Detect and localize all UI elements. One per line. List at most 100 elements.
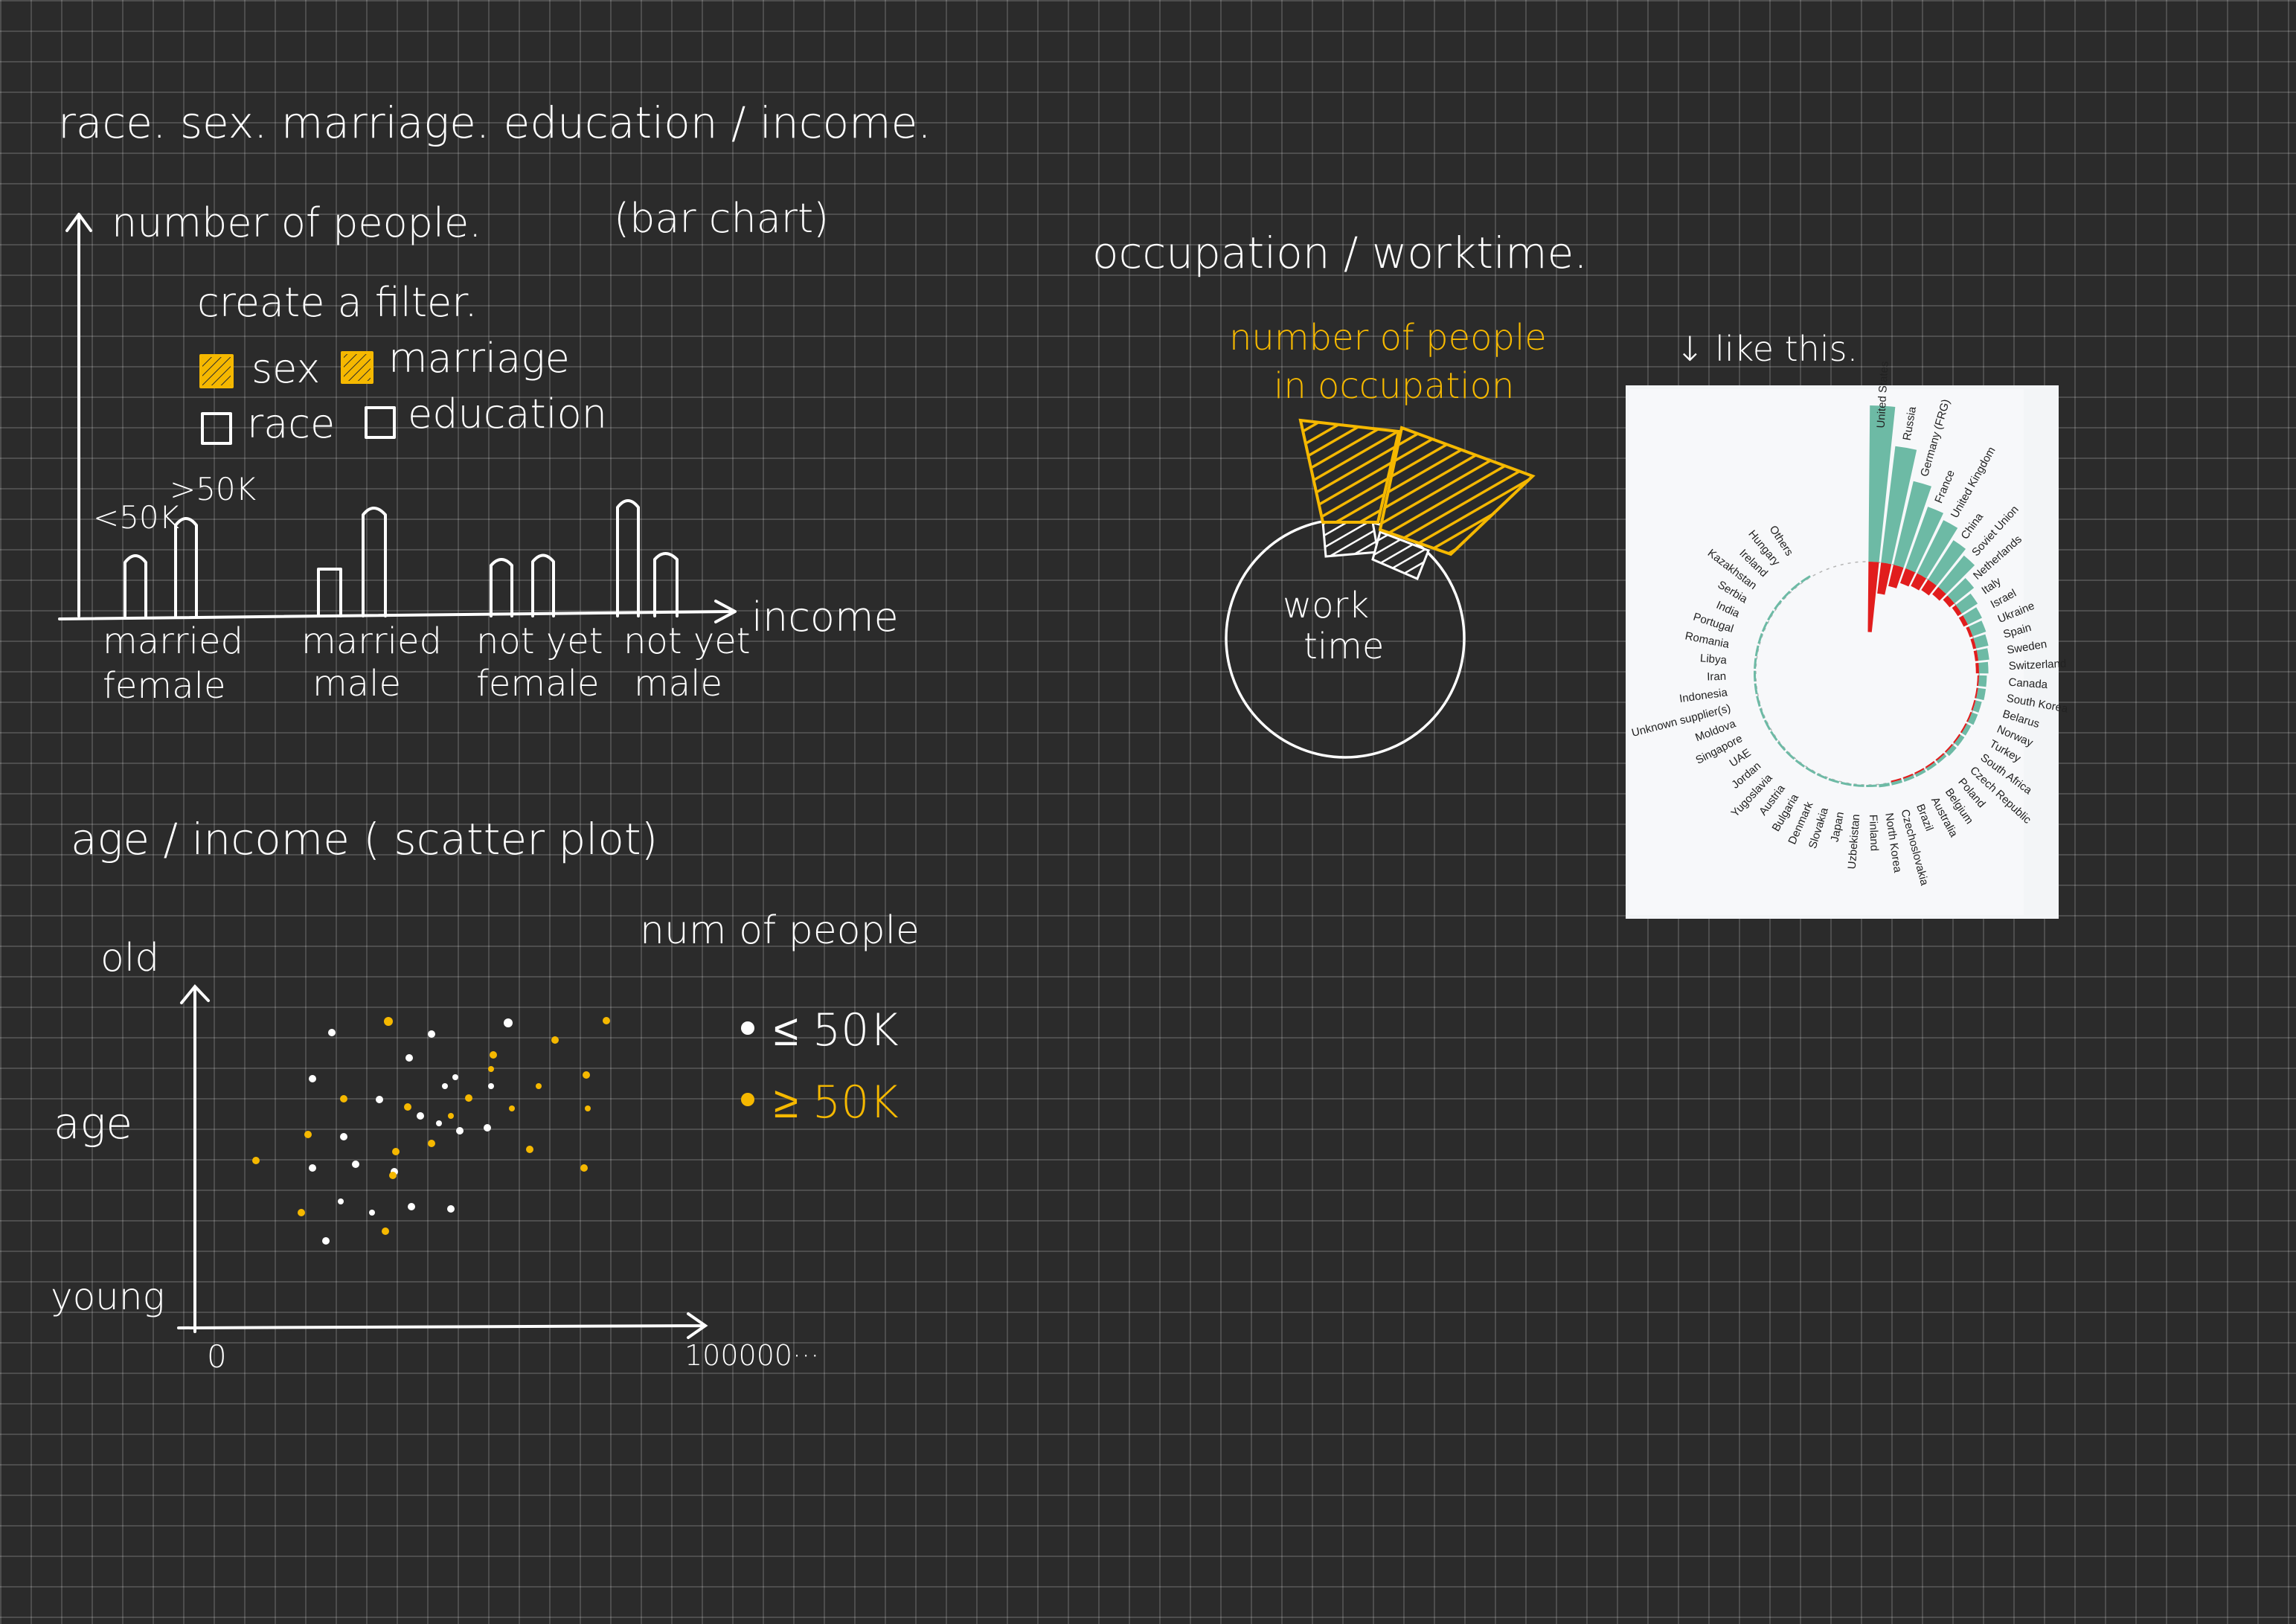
radial-bar-negative xyxy=(1943,595,1955,608)
radial-bar xyxy=(1881,446,1917,565)
filter-race[interactable]: race xyxy=(201,400,335,447)
radial-bar xyxy=(1767,610,1775,621)
worktime-label-1: work xyxy=(1283,585,1369,626)
filter-sex[interactable]: sex xyxy=(199,345,320,392)
filter-race-checkbox[interactable] xyxy=(201,412,232,445)
filter-education-label: education xyxy=(408,391,607,437)
radial-bar xyxy=(1781,590,1791,600)
radial-bar-negative xyxy=(1975,662,1980,674)
radial-bar xyxy=(1786,751,1795,760)
scatter-points-yellow xyxy=(252,1017,610,1235)
filter-sex-checkbox[interactable] xyxy=(199,354,234,388)
radial-bar xyxy=(1777,741,1786,751)
radial-bar-negative xyxy=(1902,773,1914,780)
group-label-notyet-male-1: not yet xyxy=(623,620,751,662)
radial-bar xyxy=(1903,774,1915,783)
bar-chart-x-axis xyxy=(58,600,737,623)
bar-notyet-female-high xyxy=(531,553,555,617)
filter-marriage[interactable]: marriage xyxy=(341,335,570,384)
radial-bar xyxy=(1879,783,1891,788)
radial-bar xyxy=(1905,507,1944,573)
scatter-legend-low-label: ≤ 50K xyxy=(774,1004,899,1056)
radial-bar-negative xyxy=(1899,568,1916,587)
bar-chart-y-label: number of people. xyxy=(112,199,481,246)
filter-sex-label: sex xyxy=(251,345,320,392)
radial-bar xyxy=(1936,754,1947,764)
radial-bar xyxy=(1757,633,1763,644)
radial-bar xyxy=(1972,700,1982,713)
radial-bar-negative xyxy=(1914,768,1925,774)
scatter-x-end: 100000··· xyxy=(684,1339,819,1372)
radial-bar xyxy=(1917,520,1958,579)
scatter-legend-high-dot xyxy=(741,1093,754,1106)
section1-title: race. sex. marriage. education / income. xyxy=(58,97,931,148)
radial-label: Uzbekistan xyxy=(1846,814,1863,870)
filter-marriage-checkbox[interactable] xyxy=(341,351,373,384)
radial-bar xyxy=(1816,773,1827,780)
radial-bar xyxy=(1976,687,1986,701)
section3-title: occupation / worktime. xyxy=(1092,228,1588,278)
scatter-legend-high-label: ≥ 50K xyxy=(774,1076,899,1129)
scatter-x-axis xyxy=(177,1312,708,1339)
scatter-legend-title: num of people xyxy=(640,908,920,953)
radial-bar xyxy=(1967,712,1978,725)
occupation-sketch: occupation / worktime. number of people … xyxy=(1092,228,1858,759)
radial-bar xyxy=(1756,696,1761,707)
radial-bar-negative xyxy=(1911,573,1927,591)
group-label-married-male-2: male xyxy=(312,663,401,705)
radial-label: United States xyxy=(1875,361,1891,429)
radial-bar xyxy=(1946,745,1957,757)
radial-bar-negative xyxy=(1877,562,1892,595)
occupation-wedge-1 xyxy=(1298,418,1401,524)
radial-bar-negative xyxy=(1888,565,1904,588)
worktime-segment-1 xyxy=(1321,521,1379,558)
radial-bar-negative xyxy=(1932,586,1946,601)
radial-label: Libya xyxy=(1699,652,1728,667)
group-label-notyet-female-1: not yet xyxy=(476,620,603,662)
radial-bar xyxy=(1978,661,1989,674)
section2-title: age / income ( scatter plot) xyxy=(71,814,658,864)
radial-bar xyxy=(1754,683,1758,695)
reference-note: ↓ like this. xyxy=(1675,329,1858,369)
filter-marriage-label: marriage xyxy=(388,335,570,382)
radial-bars xyxy=(1754,405,1989,788)
bar-notyet-male-high xyxy=(653,552,679,617)
radial-bar xyxy=(1759,707,1766,719)
group-label-notyet-female-2: female xyxy=(476,663,599,705)
radial-bar xyxy=(1774,600,1783,610)
radial-bar-negative xyxy=(1925,760,1935,768)
radial-bar-negative xyxy=(1966,711,1972,722)
radial-bar-negative xyxy=(1960,723,1967,734)
bar-notyet-male-low xyxy=(616,499,640,617)
group-label-married-male-1: married xyxy=(301,620,442,662)
radial-bar-negative xyxy=(1944,743,1954,753)
bar-notyet-female-low xyxy=(490,558,513,617)
radial-bar-negative xyxy=(1971,699,1976,711)
filter-education[interactable]: education xyxy=(365,391,607,439)
radial-bar-negative xyxy=(1973,650,1979,661)
bar-chart-type-note: (bar chart) xyxy=(614,195,829,242)
filter-education-checkbox[interactable] xyxy=(365,406,396,439)
radial-bar-negative xyxy=(1891,777,1902,783)
radial-bar xyxy=(1866,784,1877,787)
occupation-annotation-2: in occupation xyxy=(1274,365,1514,407)
radial-bar xyxy=(1893,481,1931,568)
occupation-wedge-2 xyxy=(1378,426,1536,556)
radial-bar xyxy=(1828,777,1840,784)
radial-bar-negative xyxy=(1953,734,1961,744)
bar-married-male-high xyxy=(362,507,387,617)
radial-bar xyxy=(1754,658,1757,670)
radial-bar xyxy=(1961,724,1972,736)
radial-bar xyxy=(1853,783,1864,787)
radial-bar-negative xyxy=(1976,675,1979,687)
bar-chart-y-axis xyxy=(65,213,92,617)
radial-bar xyxy=(1914,769,1926,777)
radial-bar xyxy=(1928,540,1966,586)
radial-bar xyxy=(1800,575,1811,583)
scatter-points-white xyxy=(309,1018,513,1245)
radial-bar xyxy=(1963,607,1982,625)
scatter-y-label: age xyxy=(54,1098,132,1149)
radial-bar-negative xyxy=(1966,626,1973,638)
radial-bar xyxy=(1763,719,1771,731)
